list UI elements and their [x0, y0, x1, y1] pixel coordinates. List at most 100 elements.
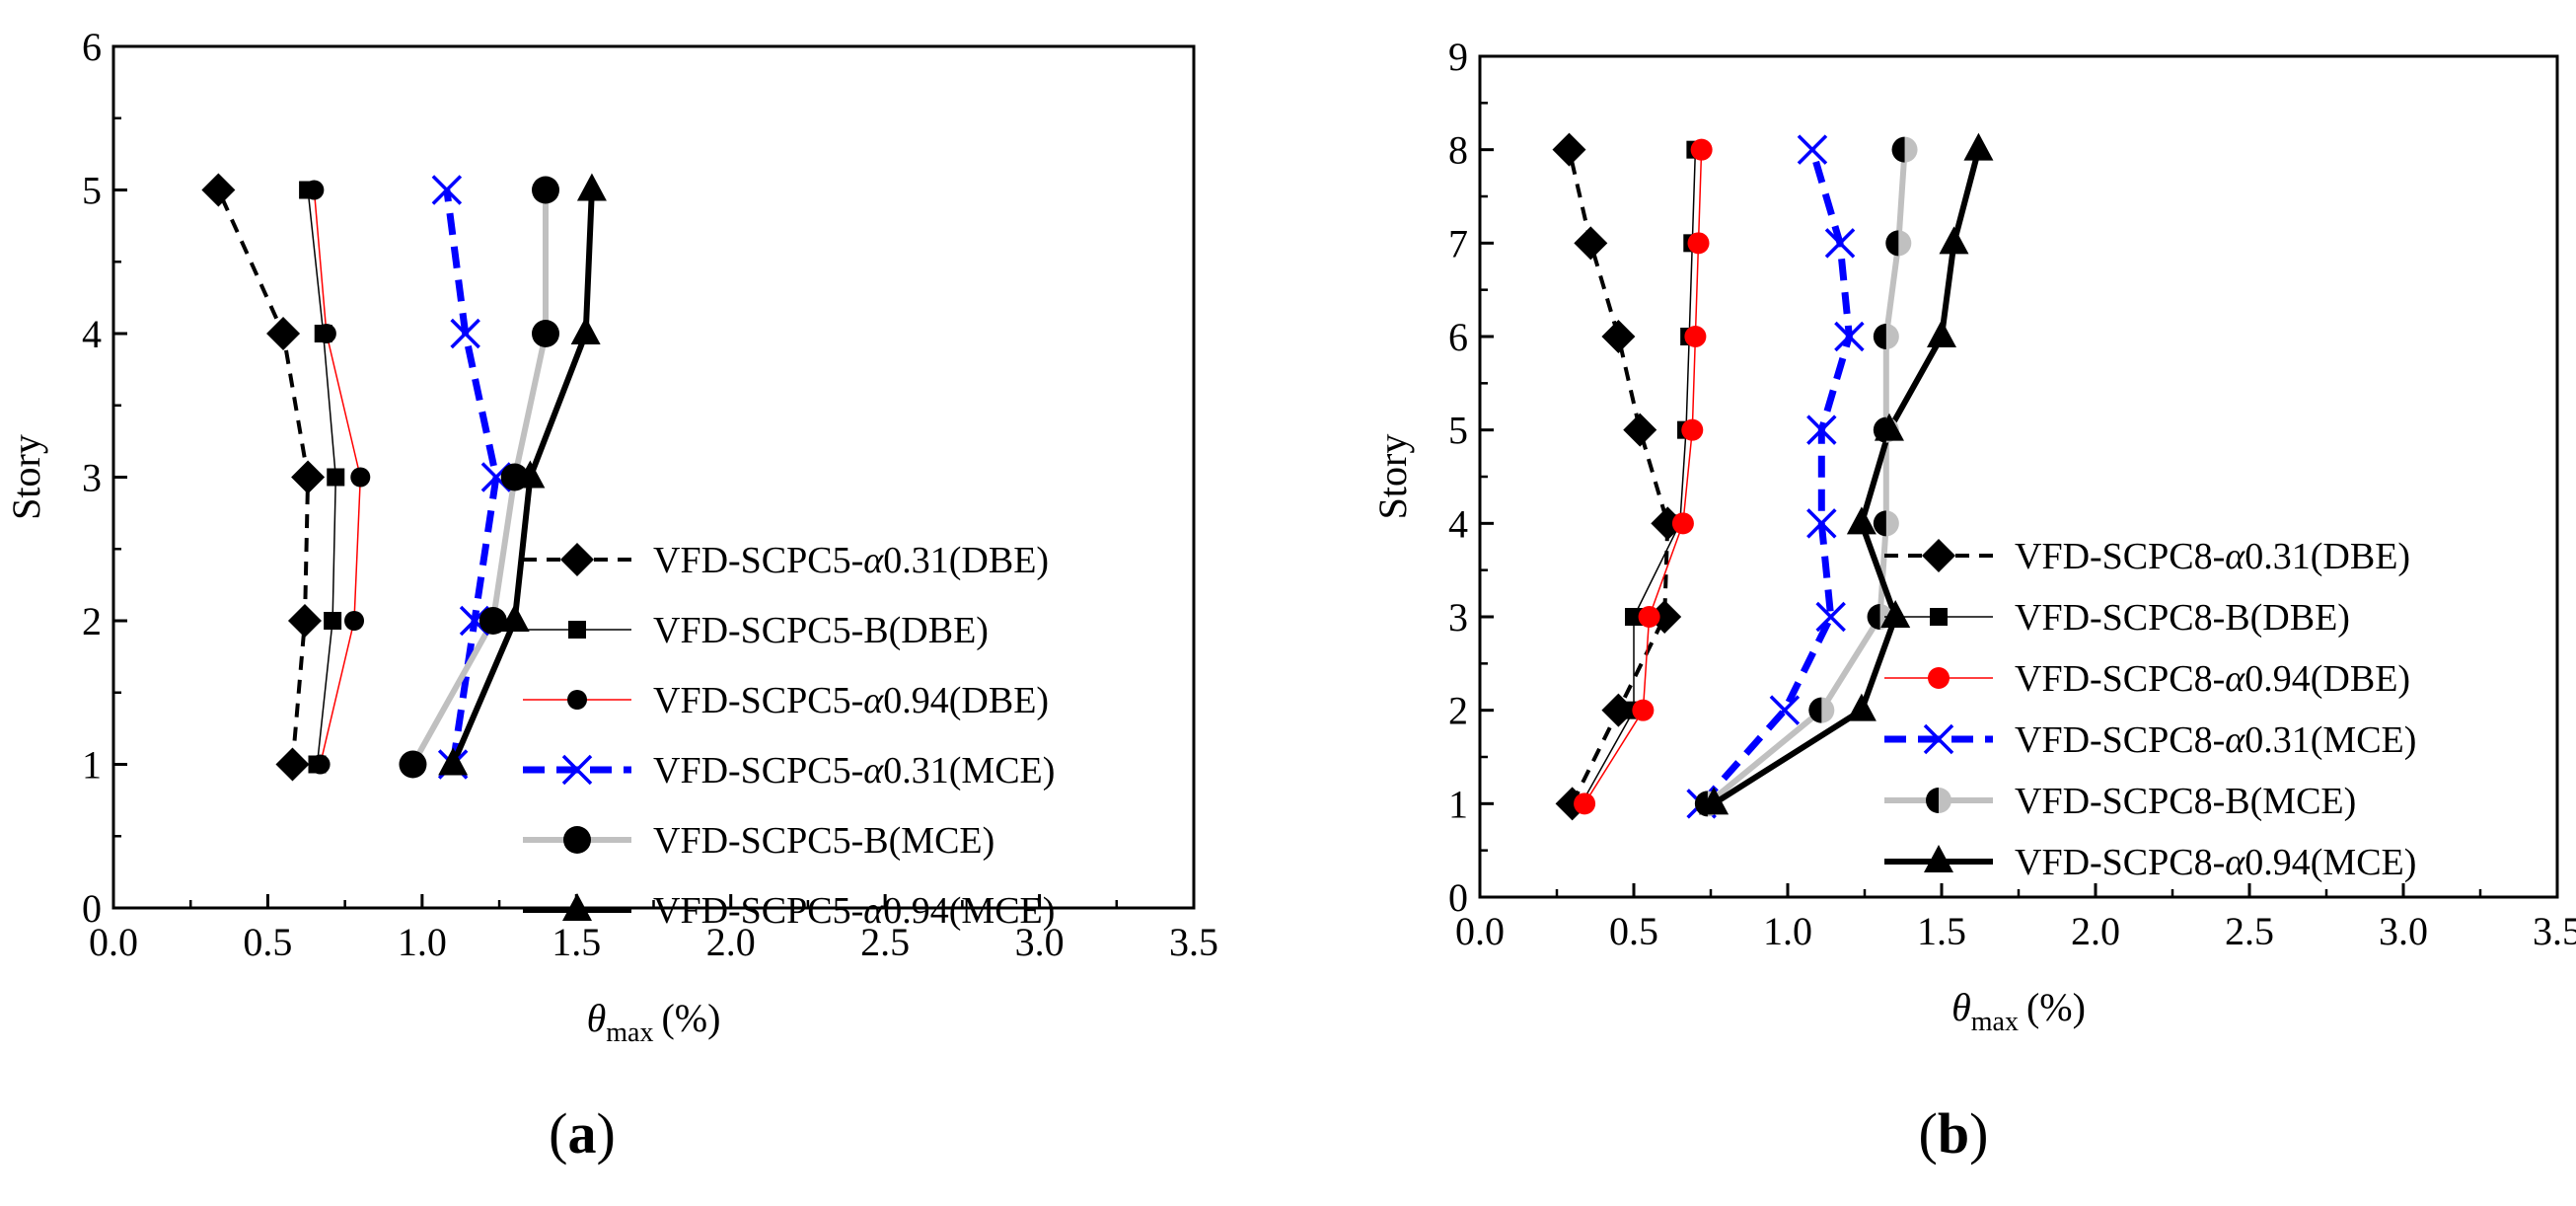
legend-marker-3 [1923, 723, 1954, 755]
y-tick-label: 6 [82, 25, 102, 69]
legend-marker-3 [561, 754, 593, 786]
data-point-s0-story5 [201, 173, 236, 207]
y-tick-label: 3 [1448, 595, 1468, 640]
y-tick-label: 9 [1448, 35, 1468, 79]
legend-label-symbol: α [2225, 658, 2245, 700]
y-tick-label: 1 [1448, 782, 1468, 826]
legend: VFD-SCPC5-α0.31(DBE)VFD-SCPC5-B(DBE)VFD-… [523, 540, 1055, 932]
x-axis-symbol: θ [587, 996, 607, 1040]
data-point-s3-story6 [1834, 321, 1865, 352]
legend-label-symbol: α [863, 540, 884, 581]
x-axis-unit: (%) [661, 996, 720, 1040]
y-tick-label: 5 [82, 169, 102, 213]
legend-label-2: VFD-SCPC5-α0.94(DBE) [653, 680, 1049, 721]
x-axis-symbol: θ [1951, 985, 1971, 1029]
legend-label-prefix: VFD-SCPC8-B(MCE) [2015, 781, 2356, 822]
data-point-s5-story2 [499, 604, 530, 632]
legend-label-3: VFD-SCPC5-α0.31(MCE) [653, 750, 1055, 791]
legend-marker-4 [1926, 788, 1951, 813]
data-point-s0-story1 [275, 747, 310, 782]
legend-marker-1 [568, 621, 586, 639]
legend-label-prefix: VFD-SCPC5-B(DBE) [653, 610, 989, 651]
legend-label-symbol: α [863, 680, 884, 721]
series-line-5 [1712, 148, 1982, 806]
x-axis-unit: (%) [2026, 985, 2086, 1029]
data-point-s3-story8 [1797, 134, 1828, 165]
legend-label-symbol: α [2225, 842, 2245, 883]
x-tick-label: 3.0 [1015, 920, 1065, 964]
legend-marker-2 [1928, 667, 1950, 689]
x-tick-label: 2.0 [706, 920, 756, 964]
data-point-s2-story4 [316, 324, 336, 343]
data-point-s3-story4 [450, 318, 480, 349]
y-tick-label: 1 [82, 743, 102, 788]
x-axis-subscript: max [606, 1018, 653, 1048]
x-tick-label: 1.0 [398, 920, 447, 964]
data-point-s0-story6 [1601, 320, 1636, 353]
x-tick-label: 0.0 [1455, 909, 1505, 953]
data-point-s0-story3 [291, 460, 326, 494]
x-tick-label: 1.5 [552, 920, 601, 964]
data-point-s1-story3 [1625, 608, 1643, 626]
legend-marker-2 [567, 690, 587, 710]
legend-label-prefix: VFD-SCPC8- [2015, 842, 2225, 883]
y-tick-label: 2 [82, 599, 102, 643]
legend-label-prefix: VFD-SCPC8- [2015, 658, 2225, 700]
data-point-s3-story4 [1806, 508, 1837, 539]
data-point-s2-story8 [1690, 138, 1713, 161]
data-point-s4-story4 [532, 320, 559, 347]
data-point-s2-story3 [350, 467, 371, 488]
x-tick-label: 0.5 [1609, 909, 1658, 953]
data-point-s5-story4 [1846, 506, 1877, 535]
data-point-s4-story5 [532, 176, 559, 204]
legend-label-prefix: VFD-SCPC5-B(MCE) [653, 820, 994, 862]
data-point-s2-story5 [304, 180, 325, 200]
legend-marker-5 [1924, 845, 1953, 872]
data-point-s0-story3 [1648, 600, 1682, 634]
legend-label-prefix: VFD-SCPC5- [653, 890, 863, 932]
series-line-2 [1583, 149, 1703, 804]
data-point-s5-story3 [515, 460, 546, 489]
legend-label-3: VFD-SCPC8-α0.31(MCE) [2015, 719, 2416, 761]
panel-label-open: ( [549, 1101, 567, 1166]
data-point-s4-story8 [1891, 136, 1918, 163]
data-point-s3-story5 [1806, 415, 1837, 445]
data-point-s3-story7 [1824, 228, 1856, 259]
chart-panel-b: 0.0 0.5 1.0 1.5 2.0 2.5 3.0 3.5 0 1 2 3 4 5 6 7 8 9 Story θ… [1370, 35, 2576, 1166]
data-point-s5-story6 [1927, 320, 1956, 347]
data-point-s3-story3 [1815, 601, 1846, 633]
data-point-s2-story3 [1638, 606, 1660, 628]
y-axis-label: Story [1370, 434, 1415, 520]
data-point-s2-story5 [1681, 418, 1704, 441]
x-axis-subscript: max [1971, 1007, 2019, 1037]
data-point-s5-story5 [576, 173, 607, 201]
legend-label-2: VFD-SCPC8-α0.94(DBE) [2015, 658, 2410, 700]
data-point-s2-story2 [344, 611, 365, 631]
legend-marker-4 [563, 826, 591, 854]
series-line-0 [1567, 149, 1670, 805]
panel-label-open: ( [1919, 1101, 1938, 1166]
panel-label-close: ) [1969, 1101, 1988, 1166]
legend-label-0: VFD-SCPC8-α0.31(DBE) [2015, 536, 2410, 577]
series-line-3 [443, 189, 500, 766]
data-point-s1-story3 [327, 468, 345, 487]
x-tick-label: 0.5 [243, 920, 292, 964]
legend: VFD-SCPC8-α0.31(DBE)VFD-SCPC8-B(DBE)VFD-… [1884, 536, 2416, 883]
data-point-s1-story2 [324, 612, 342, 630]
data-point-s5-story8 [1963, 132, 1994, 161]
legend-label-prefix: VFD-SCPC5- [653, 750, 863, 791]
data-point-s5-story2 [1846, 693, 1877, 721]
x-tick-label: 3.5 [1169, 920, 1218, 964]
legend-label-symbol: α [863, 750, 884, 791]
legend-label-suffix: 0.31(DBE) [883, 540, 1049, 581]
data-point-s4-story7 [1885, 230, 1912, 257]
panel-label-letter: b [1938, 1101, 1969, 1166]
y-tick-label: 0 [82, 886, 102, 931]
x-axis-label: θmax (%) [587, 996, 721, 1048]
x-tick-label: 3.0 [2379, 909, 2428, 953]
y-tick-label: 2 [1448, 689, 1468, 733]
y-tick-label: 4 [82, 312, 102, 356]
legend-label-0: VFD-SCPC5-α0.31(DBE) [653, 540, 1049, 581]
legend-label-suffix: 0.94(MCE) [883, 890, 1055, 932]
x-tick-label: 1.0 [1763, 909, 1812, 953]
